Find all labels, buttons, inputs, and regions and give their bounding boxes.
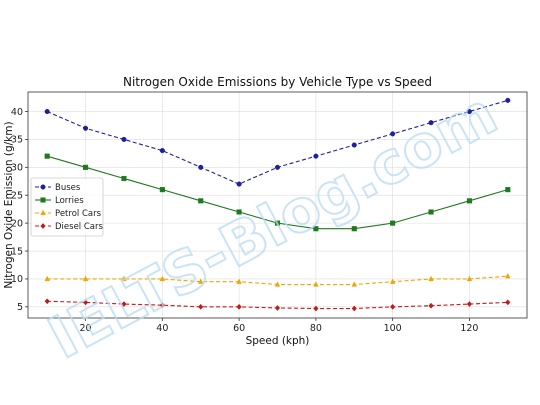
data-point [466, 275, 473, 282]
y-axis-title: Nitrogen Oxide Emission (g/km) [3, 121, 15, 288]
legend-label: Buses [55, 183, 81, 193]
legend-label: Petrol Cars [55, 209, 102, 219]
data-point [428, 275, 434, 282]
data-point [390, 131, 396, 137]
y-tick-label: 40 [11, 107, 23, 118]
data-point [44, 108, 50, 115]
y-tick-label: 15 [11, 246, 23, 257]
data-point [313, 226, 319, 232]
x-tick-label: 80 [310, 323, 322, 334]
data-point [505, 187, 511, 193]
legend-marker [40, 197, 46, 203]
x-axis-title: Speed (kph) [246, 335, 310, 347]
data-point [313, 281, 319, 287]
data-point [466, 108, 472, 115]
legend-entry: Buses [35, 183, 81, 193]
data-point [274, 281, 281, 287]
y-tick-label: 25 [11, 191, 23, 202]
y-tick-label: 10 [11, 274, 23, 285]
data-point [428, 302, 434, 309]
data-point [274, 220, 281, 226]
data-point [198, 278, 204, 284]
legend-label: Lorries [55, 196, 84, 206]
series-diesel-cars [44, 298, 511, 312]
data-point [428, 120, 434, 126]
data-point [505, 97, 511, 103]
data-point [505, 272, 511, 279]
data-point [83, 125, 89, 131]
data-point [236, 303, 242, 310]
data-point [121, 301, 127, 308]
data-point [159, 187, 165, 193]
data-point [236, 209, 242, 215]
y-tick-label: 5 [17, 302, 23, 313]
data-point [390, 303, 396, 310]
legend-entry: Lorries [35, 196, 84, 206]
data-point [82, 299, 89, 306]
data-point [313, 153, 319, 159]
legend-marker [40, 184, 46, 190]
data-point [351, 281, 357, 287]
series-lorries [44, 153, 511, 232]
data-point [236, 181, 242, 187]
ticks: 20 40 60 80 100 120 5 10 15 20 25 30 35 40 [11, 107, 479, 334]
data-point [44, 275, 50, 282]
x-tick-label: 40 [156, 323, 168, 334]
chart-title: Nitrogen Oxide Emissions by Vehicle Type… [123, 75, 432, 89]
y-tick-label: 20 [11, 218, 23, 229]
watermark: IELTS-Blog.com [38, 79, 508, 372]
data-point [236, 278, 242, 284]
plot-frame [27, 91, 528, 319]
y-tick-label: 30 [11, 163, 23, 174]
data-point [390, 220, 396, 226]
data-point [198, 303, 204, 310]
legend-marker [40, 209, 46, 216]
legend-entry: Petrol Cars [35, 209, 102, 219]
data-point [198, 198, 204, 204]
data-point [466, 301, 473, 308]
data-point [44, 153, 50, 159]
data-point [159, 148, 165, 154]
legend-entry: Diesel Cars [35, 222, 103, 232]
data-point [274, 164, 281, 170]
data-point [83, 164, 89, 170]
data-point [389, 278, 396, 284]
data-point [44, 298, 50, 305]
legend-label: Diesel Cars [55, 222, 103, 232]
data-point [274, 304, 281, 311]
data-point [466, 198, 472, 204]
data-point [159, 275, 166, 282]
legend-marker [40, 223, 46, 229]
y-tick-label: 35 [11, 135, 23, 146]
legend: Buses Lorries Petrol Cars Diesel Cars [30, 177, 104, 237]
x-tick-label: 120 [460, 323, 478, 334]
grid [28, 92, 527, 318]
x-tick-label: 20 [80, 323, 92, 334]
series-layer [44, 97, 511, 312]
data-point [351, 226, 357, 232]
data-point [313, 305, 319, 312]
data-point [198, 164, 204, 170]
data-point [351, 142, 357, 148]
data-point [159, 302, 165, 309]
x-tick-label: 100 [384, 323, 402, 334]
series-petrol-cars [44, 272, 511, 287]
data-point [82, 275, 89, 282]
data-point [428, 209, 434, 215]
legend-box [30, 177, 104, 237]
data-point [351, 305, 357, 312]
data-point [121, 136, 127, 142]
data-point [505, 299, 511, 306]
x-tick-label: 60 [233, 323, 245, 334]
series-buses [44, 97, 511, 187]
data-point [121, 175, 127, 182]
data-point [121, 275, 127, 282]
